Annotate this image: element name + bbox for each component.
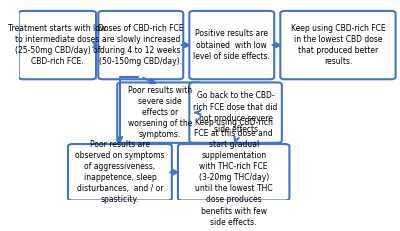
Text: Poor results with
severe side
effects or
worsening of the
symptoms.: Poor results with severe side effects or… (128, 86, 192, 139)
FancyBboxPatch shape (189, 82, 282, 143)
Text: Keep using CBD-rich
FCE at this dose and
start gradual
supplementation
with THC-: Keep using CBD-rich FCE at this dose and… (194, 118, 273, 227)
FancyBboxPatch shape (19, 11, 96, 79)
FancyBboxPatch shape (117, 82, 202, 143)
FancyBboxPatch shape (189, 11, 274, 79)
Text: Poor results are
observed on symptoms
of aggressiveness,
inappetence, sleep
dist: Poor results are observed on symptoms of… (75, 140, 165, 204)
Text: Go back to the CBD-
rich FCE dose that did
not produce severe
side effects: Go back to the CBD- rich FCE dose that d… (193, 91, 278, 134)
FancyBboxPatch shape (98, 11, 183, 79)
FancyBboxPatch shape (178, 144, 290, 201)
Text: Keep using CBD-rich FCE
in the lowest CBD dose
that produced better
results.: Keep using CBD-rich FCE in the lowest CB… (291, 24, 385, 66)
Text: Treatment starts with low
to intermediate doses
(25-50mg CBD/day) of
CBD-rich FC: Treatment starts with low to intermediat… (8, 24, 106, 66)
Text: Positive results are
obtained  with low
level of side effects.: Positive results are obtained with low l… (193, 30, 270, 61)
FancyBboxPatch shape (68, 144, 172, 201)
FancyBboxPatch shape (280, 11, 396, 79)
Text: Doses of CBD-rich FCE
are slowly increased
during 4 to 12 weeks
(50-150mg CBD/da: Doses of CBD-rich FCE are slowly increas… (98, 24, 184, 66)
